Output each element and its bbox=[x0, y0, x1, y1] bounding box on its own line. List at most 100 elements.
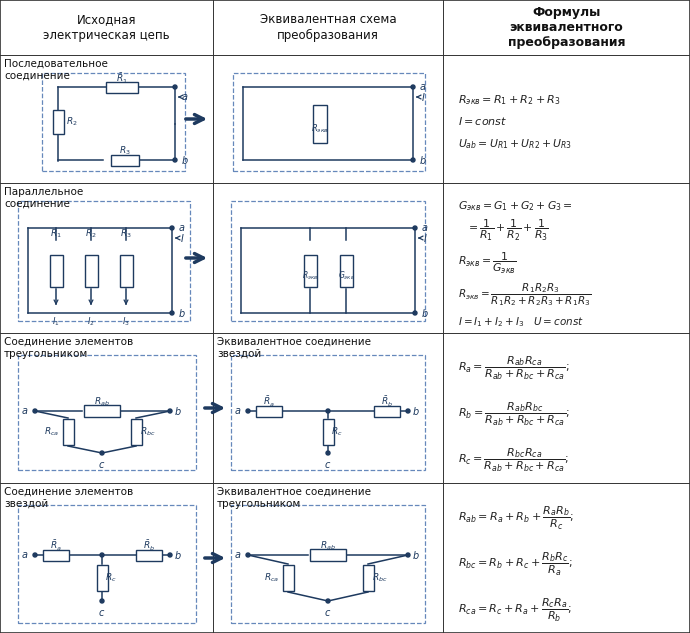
Text: $I = const$: $I = const$ bbox=[458, 115, 507, 127]
Text: $\bar{R}_b$: $\bar{R}_b$ bbox=[381, 395, 393, 409]
Text: $I$: $I$ bbox=[423, 232, 427, 244]
Bar bbox=[84, 254, 97, 287]
Text: $R_3$: $R_3$ bbox=[119, 145, 131, 157]
Text: $I$: $I$ bbox=[179, 232, 184, 244]
Text: Соединение элементов
звездой: Соединение элементов звездой bbox=[4, 487, 133, 508]
Text: $R_{ab} = R_a + R_b + \dfrac{R_a R_b}{R_c}$;: $R_{ab} = R_a + R_b + \dfrac{R_a R_b}{R_… bbox=[458, 505, 574, 532]
Text: $R_{bc}$: $R_{bc}$ bbox=[372, 572, 388, 584]
Bar bbox=[119, 254, 132, 287]
Circle shape bbox=[413, 226, 417, 230]
Text: $b$: $b$ bbox=[174, 405, 182, 417]
Circle shape bbox=[33, 409, 37, 413]
Bar bbox=[374, 406, 400, 417]
Circle shape bbox=[326, 599, 330, 603]
Circle shape bbox=[100, 553, 104, 557]
Circle shape bbox=[33, 553, 37, 557]
Text: $R_{экв}$: $R_{экв}$ bbox=[302, 269, 318, 282]
Text: $a$: $a$ bbox=[422, 223, 428, 233]
Circle shape bbox=[100, 599, 104, 603]
Text: $c$: $c$ bbox=[324, 608, 332, 618]
Text: $I_3$: $I_3$ bbox=[122, 316, 130, 329]
Text: $a$: $a$ bbox=[235, 406, 242, 416]
Circle shape bbox=[326, 409, 330, 413]
Bar bbox=[130, 419, 141, 445]
Bar bbox=[111, 154, 139, 165]
Text: $I_2$: $I_2$ bbox=[87, 316, 95, 329]
Bar bbox=[18, 355, 196, 470]
Circle shape bbox=[168, 409, 172, 413]
Text: $R_{bc} = R_b + R_c + \dfrac{R_b R_c}{R_a}$;: $R_{bc} = R_b + R_c + \dfrac{R_b R_c}{R_… bbox=[458, 551, 573, 578]
Text: $b$: $b$ bbox=[178, 307, 186, 319]
Text: $b$: $b$ bbox=[174, 549, 182, 561]
Text: $R_1$: $R_1$ bbox=[50, 228, 62, 241]
Text: $= \dfrac{1}{R_1} + \dfrac{1}{R_2} + \dfrac{1}{R_3}$: $= \dfrac{1}{R_1} + \dfrac{1}{R_2} + \df… bbox=[466, 218, 549, 243]
Text: $R_{экв}$: $R_{экв}$ bbox=[311, 122, 329, 135]
Text: $R_c$: $R_c$ bbox=[331, 426, 343, 438]
Text: Соединение элементов
треугольником: Соединение элементов треугольником bbox=[4, 337, 133, 359]
Text: $I = I_1 + I_2 + I_3 \quad U = const$: $I = I_1 + I_2 + I_3 \quad U = const$ bbox=[458, 315, 584, 329]
Text: $R_2$: $R_2$ bbox=[85, 228, 97, 241]
Text: $R_2$: $R_2$ bbox=[66, 116, 78, 128]
Text: $a$: $a$ bbox=[235, 550, 242, 560]
Text: $R_{экв} = \dfrac{R_1 R_2 R_3}{R_1 R_2 + R_2 R_3 + R_1 R_3}$: $R_{экв} = \dfrac{R_1 R_2 R_3}{R_1 R_2 +… bbox=[458, 281, 591, 308]
Circle shape bbox=[326, 451, 330, 455]
Text: $R_3$: $R_3$ bbox=[120, 228, 132, 241]
Bar bbox=[231, 201, 425, 321]
Bar bbox=[304, 254, 317, 287]
Text: $R_{ab}$: $R_{ab}$ bbox=[94, 396, 110, 408]
Circle shape bbox=[246, 553, 250, 557]
Circle shape bbox=[411, 158, 415, 162]
Circle shape bbox=[100, 451, 104, 455]
Bar bbox=[231, 355, 425, 470]
Text: $a$: $a$ bbox=[178, 223, 186, 233]
Circle shape bbox=[413, 311, 417, 315]
Text: $a$: $a$ bbox=[420, 82, 426, 92]
Text: Эквивалентное соединение
звездой: Эквивалентное соединение звездой bbox=[217, 337, 371, 359]
Text: Исходная
электрическая цепь: Исходная электрическая цепь bbox=[43, 13, 170, 42]
Bar bbox=[50, 254, 63, 287]
Bar bbox=[18, 201, 190, 321]
Text: Эквивалентная схема
преобразования: Эквивалентная схема преобразования bbox=[259, 13, 396, 42]
Text: $a$: $a$ bbox=[181, 92, 188, 102]
Text: $R_{ab}$: $R_{ab}$ bbox=[320, 540, 336, 552]
Circle shape bbox=[170, 226, 174, 230]
Circle shape bbox=[246, 409, 250, 413]
Text: $c$: $c$ bbox=[99, 608, 106, 618]
Bar bbox=[43, 549, 69, 560]
Bar bbox=[282, 565, 293, 591]
Text: $\bar{R}_1$: $\bar{R}_1$ bbox=[116, 72, 128, 86]
Bar bbox=[84, 405, 120, 417]
Text: $R_{экв} = R_1 + R_2 + R_3$: $R_{экв} = R_1 + R_2 + R_3$ bbox=[458, 93, 560, 107]
Text: $R_{bc}$: $R_{bc}$ bbox=[140, 426, 156, 438]
Text: $b$: $b$ bbox=[412, 405, 420, 417]
Circle shape bbox=[406, 553, 410, 557]
Bar bbox=[18, 505, 196, 623]
Bar bbox=[233, 73, 425, 171]
Text: $G_{экв} = G_1 + G_2 + G_3 =$: $G_{экв} = G_1 + G_2 + G_3 =$ bbox=[458, 199, 573, 213]
Text: $I_1$: $I_1$ bbox=[52, 316, 60, 329]
Text: Эквивалентное соединение
треугольником: Эквивалентное соединение треугольником bbox=[217, 487, 371, 508]
Text: $U_{ab} = U_{R1} + U_{R2} + U_{R3}$: $U_{ab} = U_{R1} + U_{R2} + U_{R3}$ bbox=[458, 137, 572, 151]
Text: $R_a = \dfrac{R_{ab} R_{ca}}{R_{ab} + R_{bc} + R_{ca}}$;: $R_a = \dfrac{R_{ab} R_{ca}}{R_{ab} + R_… bbox=[458, 355, 570, 382]
Text: $c$: $c$ bbox=[99, 460, 106, 470]
Text: $I$: $I$ bbox=[421, 91, 425, 103]
Text: $\bar{R}_a$: $\bar{R}_a$ bbox=[50, 539, 62, 553]
Bar bbox=[339, 254, 353, 287]
Bar bbox=[231, 505, 425, 623]
Text: $b$: $b$ bbox=[421, 307, 429, 319]
Text: $R_{ca} = R_c + R_a + \dfrac{R_c R_a}{R_b}$;: $R_{ca} = R_c + R_a + \dfrac{R_c R_a}{R_… bbox=[458, 597, 572, 624]
Bar bbox=[310, 549, 346, 561]
Text: $R_{ca}$: $R_{ca}$ bbox=[44, 426, 59, 438]
Text: Параллельное
соединение: Параллельное соединение bbox=[4, 187, 83, 209]
Bar bbox=[322, 419, 333, 445]
Text: $c$: $c$ bbox=[324, 460, 332, 470]
Bar bbox=[42, 73, 185, 171]
Bar bbox=[136, 549, 162, 560]
Text: $R_c$: $R_c$ bbox=[105, 572, 117, 584]
Text: $R_b = \dfrac{R_{ab} R_{bc}}{R_{ab} + R_{bc} + R_{ca}}$;: $R_b = \dfrac{R_{ab} R_{bc}}{R_{ab} + R_… bbox=[458, 401, 570, 428]
Circle shape bbox=[173, 158, 177, 162]
Text: Формулы
эквивалентного
преобразования: Формулы эквивалентного преобразования bbox=[508, 6, 625, 49]
Bar bbox=[52, 110, 63, 134]
Bar bbox=[256, 406, 282, 417]
Text: Последовательное
соединение: Последовательное соединение bbox=[4, 59, 108, 80]
